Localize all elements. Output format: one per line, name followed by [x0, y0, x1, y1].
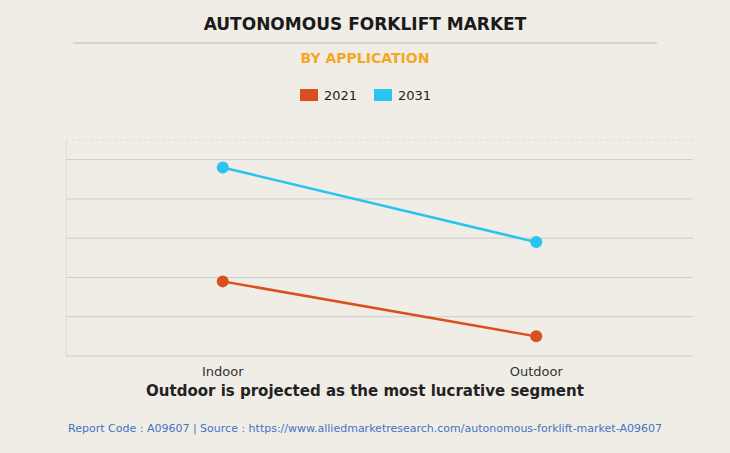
- point: [217, 161, 229, 173]
- point: [217, 275, 229, 287]
- background: [0, 0, 730, 453]
- axis-line: [66, 140, 67, 356]
- series-line: [223, 167, 537, 242]
- legend-swatch: [374, 89, 392, 101]
- x-tick-label: Indoor: [202, 364, 244, 379]
- grid-line: [66, 316, 693, 317]
- marks: [217, 161, 543, 342]
- legend-swatch: [300, 89, 318, 101]
- grid-line: [66, 356, 693, 357]
- legend-label: 2031: [398, 88, 431, 103]
- source: Report Code : A09607 | Source : https://…: [68, 422, 662, 435]
- series-line: [223, 281, 537, 336]
- range-end: [66, 140, 693, 141]
- grid: [66, 160, 693, 356]
- grid-line: [66, 198, 693, 199]
- point: [530, 236, 542, 248]
- grid-line: [66, 238, 693, 239]
- legend: 2021 2031: [300, 88, 431, 103]
- grid-line: [66, 277, 693, 278]
- point: [530, 330, 542, 342]
- grid-line: [66, 159, 693, 160]
- legend-label: 2021: [324, 88, 357, 103]
- title: AUTONOMOUS FORKLIFT MARKET: [204, 14, 527, 34]
- chart: AUTONOMOUS FORKLIFT MARKET BY APPLICATION…: [0, 0, 730, 453]
- x-tick-label: Outdoor: [510, 364, 564, 379]
- separator: [73, 43, 657, 44]
- subtitle: BY APPLICATION: [301, 50, 430, 66]
- footer: Outdoor is projected as the most lucrati…: [146, 382, 584, 400]
